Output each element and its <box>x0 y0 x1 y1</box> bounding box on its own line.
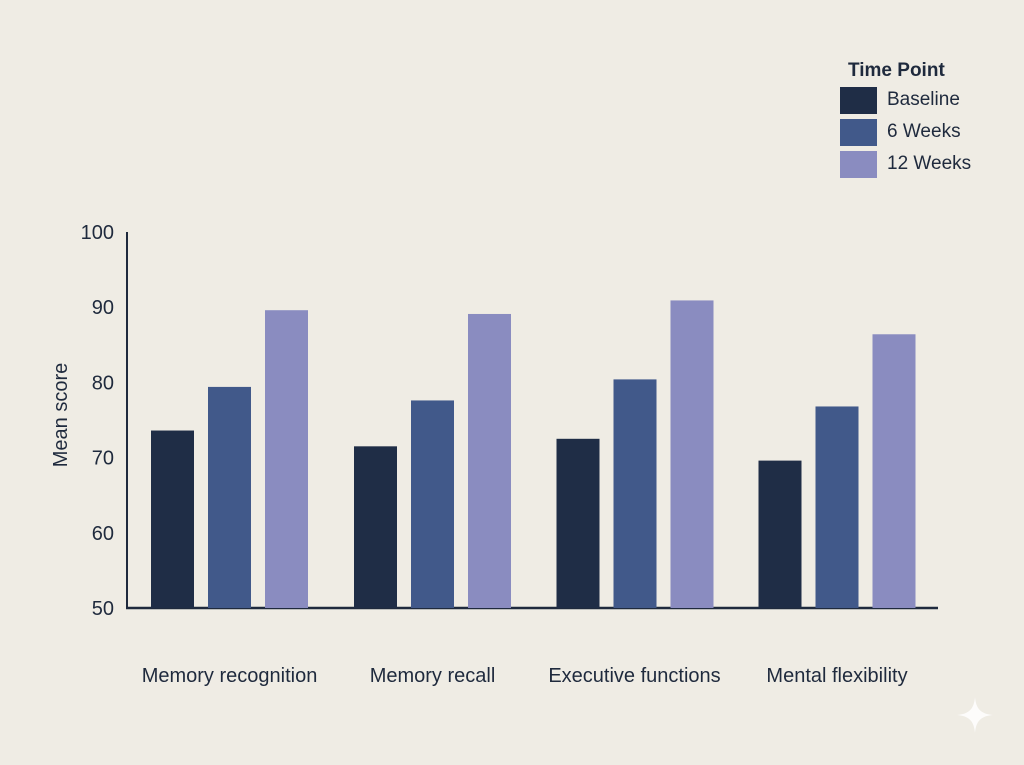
y-tick-label: 90 <box>92 297 114 319</box>
bar <box>354 446 397 608</box>
bar <box>208 386 251 608</box>
legend-item: 12 Weeks <box>840 148 1010 180</box>
legend-item: 6 Weeks <box>840 116 1010 148</box>
x-tick-label: Memory recall <box>370 665 496 687</box>
x-tick-label: Memory recognition <box>142 665 318 687</box>
legend-swatch <box>840 118 877 146</box>
legend-label: 6 Weeks <box>887 121 961 142</box>
legend-swatch <box>840 150 877 178</box>
x-tick-label: Mental flexibility <box>766 665 907 687</box>
y-tick-label: 50 <box>92 598 114 620</box>
legend-swatch <box>840 86 877 114</box>
bar <box>872 334 916 608</box>
bar <box>468 313 511 608</box>
chart-legend: Time Point Baseline 6 Weeks 12 Weeks <box>840 58 1010 180</box>
legend-label: Baseline <box>887 89 960 110</box>
x-tick-label: Executive functions <box>548 665 720 687</box>
legend-label: 12 Weeks <box>887 153 972 174</box>
y-tick-label: 100 <box>81 222 114 244</box>
y-axis-label: Mean score <box>50 363 72 468</box>
x-axis-labels: Memory recognition Memory recall Executive… <box>142 665 908 687</box>
y-axis-ticks: 50 60 70 80 90 100 <box>81 222 114 620</box>
bar <box>758 460 802 608</box>
bar <box>411 400 454 608</box>
bar <box>815 406 859 608</box>
sparkle-icon <box>957 697 993 733</box>
y-tick-label: 70 <box>92 448 114 470</box>
bar <box>151 430 194 608</box>
chart-bars <box>151 300 916 608</box>
bar <box>265 310 308 608</box>
legend-item: Baseline <box>840 84 1010 116</box>
bar <box>613 379 657 608</box>
chart-axes <box>126 232 938 610</box>
bar <box>670 300 714 608</box>
y-tick-label: 60 <box>92 523 114 545</box>
y-tick-label: 80 <box>92 372 114 394</box>
legend-title: Time Point <box>848 60 945 81</box>
bar <box>556 438 600 608</box>
